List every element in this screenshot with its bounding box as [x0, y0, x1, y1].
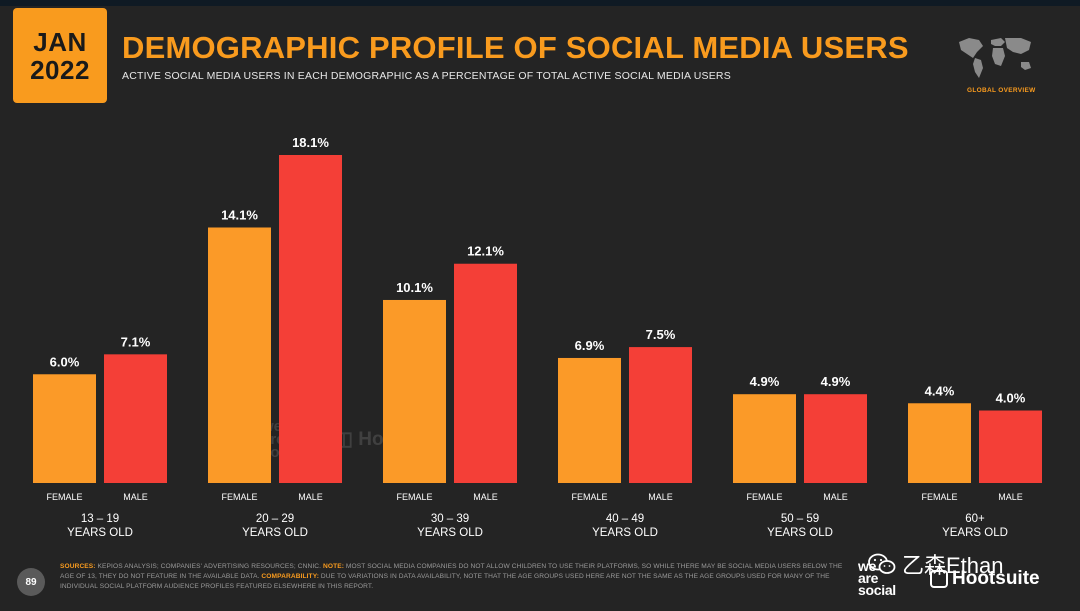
we-are-social-logo: we are social	[858, 558, 896, 598]
series-tick-label: MALE	[648, 492, 673, 502]
footer-notes: SOURCES: KEPIOS ANALYSIS; COMPANIES' ADV…	[60, 562, 850, 592]
bar-male-5	[979, 410, 1042, 483]
note-text: MOST SOCIAL MEDIA COMPANIES DO NOT ALLOW…	[60, 563, 843, 580]
wechat-icon	[868, 553, 896, 574]
bar-male-0	[104, 354, 167, 483]
data-label: 4.9%	[821, 374, 851, 389]
data-label: 4.0%	[996, 391, 1026, 406]
bar-female-3	[558, 357, 621, 483]
category-label: 40 – 49	[606, 513, 644, 525]
category-label: 30 – 39	[431, 513, 469, 525]
top-bar	[0, 0, 1080, 6]
bar-male-3	[629, 347, 692, 483]
bar-female-2	[383, 299, 446, 483]
series-tick-label: MALE	[123, 492, 148, 502]
date-year: 2022	[30, 54, 90, 85]
category-label: 20 – 29	[256, 513, 294, 525]
world-map-icon	[959, 38, 1031, 78]
category-label: 50 – 59	[781, 513, 819, 525]
data-label: 18.1%	[292, 135, 329, 150]
series-tick-label: MALE	[823, 492, 848, 502]
was-line3: social	[858, 582, 896, 598]
data-label: 4.4%	[925, 383, 955, 398]
series-tick-label: FEMALE	[571, 492, 607, 502]
bar-male-1	[279, 155, 342, 483]
owl-icon	[930, 570, 948, 588]
bar-male-4	[804, 394, 867, 483]
data-label: 10.1%	[396, 280, 433, 295]
category-label: YEARS OLD	[417, 527, 483, 539]
page-subtitle: ACTIVE SOCIAL MEDIA USERS IN EACH DEMOGR…	[122, 70, 731, 82]
series-tick-label: FEMALE	[921, 492, 957, 502]
series-tick-label: MALE	[473, 492, 498, 502]
wechat-name: 乙森Ethan	[902, 553, 1004, 578]
data-label: 6.0%	[50, 354, 80, 369]
data-label: 12.1%	[467, 244, 504, 259]
data-label: 6.9%	[575, 338, 605, 353]
data-label: 7.1%	[121, 334, 151, 349]
category-label: 13 – 19	[81, 513, 119, 525]
hootsuite-label: Hootsuite	[952, 568, 1040, 589]
bar-chart: 6.0% FEMALE 7.1% MALE 13 – 19 YEARS OLD 14.1% F…	[33, 135, 1042, 539]
category-label: YEARS OLD	[592, 527, 658, 539]
bar-female-1	[208, 227, 271, 483]
was-line2: are	[858, 570, 879, 586]
sources-label: SOURCES:	[60, 563, 96, 570]
category-label: YEARS OLD	[67, 527, 133, 539]
category-label: YEARS OLD	[767, 527, 833, 539]
series-tick-label: FEMALE	[221, 492, 257, 502]
data-label: 14.1%	[221, 207, 258, 222]
hootsuite-logo: Hootsuite	[930, 568, 1040, 590]
series-tick-label: FEMALE	[46, 492, 82, 502]
category-label: 60+	[965, 513, 985, 525]
comparability-text: DUE TO VARIATIONS IN DATA AVAILABILITY, …	[60, 573, 830, 590]
date-badge: JAN 2022	[13, 8, 107, 103]
bar-female-5	[908, 403, 971, 483]
bar-female-4	[733, 394, 796, 483]
comparability-label: COMPARABILITY:	[259, 573, 319, 580]
section-label: GLOBAL OVERVIEW	[967, 87, 1036, 94]
data-label: 4.9%	[750, 374, 780, 389]
sources-text: KEPIOS ANALYSIS; COMPANIES' ADVERTISING …	[95, 563, 322, 570]
page-title: DEMOGRAPHIC PROFILE OF SOCIAL MEDIA USER…	[122, 30, 909, 65]
page-number: 89	[17, 568, 45, 596]
series-tick-label: MALE	[998, 492, 1023, 502]
series-tick-label: FEMALE	[396, 492, 432, 502]
note-label: NOTE:	[321, 563, 344, 570]
was-line1: we	[858, 558, 877, 574]
category-label: YEARS OLD	[942, 527, 1008, 539]
bar-female-0	[33, 374, 96, 483]
date-month: JAN	[33, 26, 87, 57]
series-tick-label: MALE	[298, 492, 323, 502]
bar-male-2	[454, 263, 517, 483]
data-label: 7.5%	[646, 327, 676, 342]
category-label: YEARS OLD	[242, 527, 308, 539]
wechat-watermark: 乙森Ethan	[868, 548, 1004, 580]
series-tick-label: FEMALE	[746, 492, 782, 502]
